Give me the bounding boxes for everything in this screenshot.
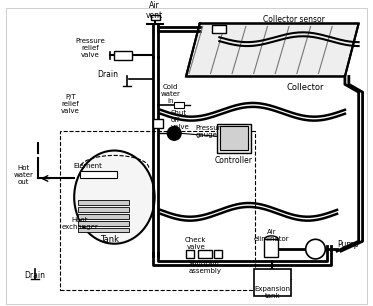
Polygon shape <box>186 24 359 76</box>
Bar <box>80 171 117 178</box>
Text: Drain: Drain <box>97 70 118 79</box>
Text: Pressure
gauge: Pressure gauge <box>196 125 226 138</box>
Bar <box>60 131 255 290</box>
Bar <box>214 250 222 258</box>
Text: Check
valve: Check valve <box>185 237 207 250</box>
Bar <box>115 51 132 60</box>
Bar <box>220 126 248 150</box>
Bar <box>78 214 129 219</box>
Bar <box>78 228 129 233</box>
Text: Air
vent: Air vent <box>146 1 163 21</box>
Text: Hot
water
out: Hot water out <box>13 165 33 185</box>
Text: Fill/drain
assembly: Fill/drain assembly <box>188 261 221 274</box>
Text: Element: Element <box>73 163 102 169</box>
Text: Air
eliminator: Air eliminator <box>254 229 289 242</box>
Text: P/T
relief
valve: P/T relief valve <box>61 94 80 114</box>
Bar <box>264 239 278 257</box>
Text: Pressure
relief
valve: Pressure relief valve <box>75 38 105 58</box>
Text: Shut
off
valve: Shut off valve <box>170 110 189 130</box>
Text: Controller: Controller <box>215 156 253 165</box>
Text: Cold
water
in: Cold water in <box>160 84 180 104</box>
Text: Collector: Collector <box>287 83 325 92</box>
Text: Collector sensor: Collector sensor <box>263 15 325 24</box>
Bar <box>78 207 129 212</box>
Text: Tank: Tank <box>100 235 119 244</box>
Bar <box>78 200 129 205</box>
Bar <box>198 250 211 258</box>
Bar <box>254 269 291 296</box>
Ellipse shape <box>74 151 155 244</box>
Bar <box>217 124 251 153</box>
Text: Expansion
tank: Expansion tank <box>254 286 290 299</box>
Bar <box>174 102 184 108</box>
Bar <box>151 15 160 20</box>
Bar <box>186 250 194 258</box>
Circle shape <box>167 126 181 140</box>
Bar <box>213 25 226 33</box>
Bar <box>78 221 129 226</box>
Circle shape <box>306 239 325 259</box>
Text: Pump: Pump <box>337 240 359 249</box>
Text: Heat
exchanger: Heat exchanger <box>62 217 98 230</box>
Bar <box>153 119 163 129</box>
Text: Drain: Drain <box>25 271 46 280</box>
